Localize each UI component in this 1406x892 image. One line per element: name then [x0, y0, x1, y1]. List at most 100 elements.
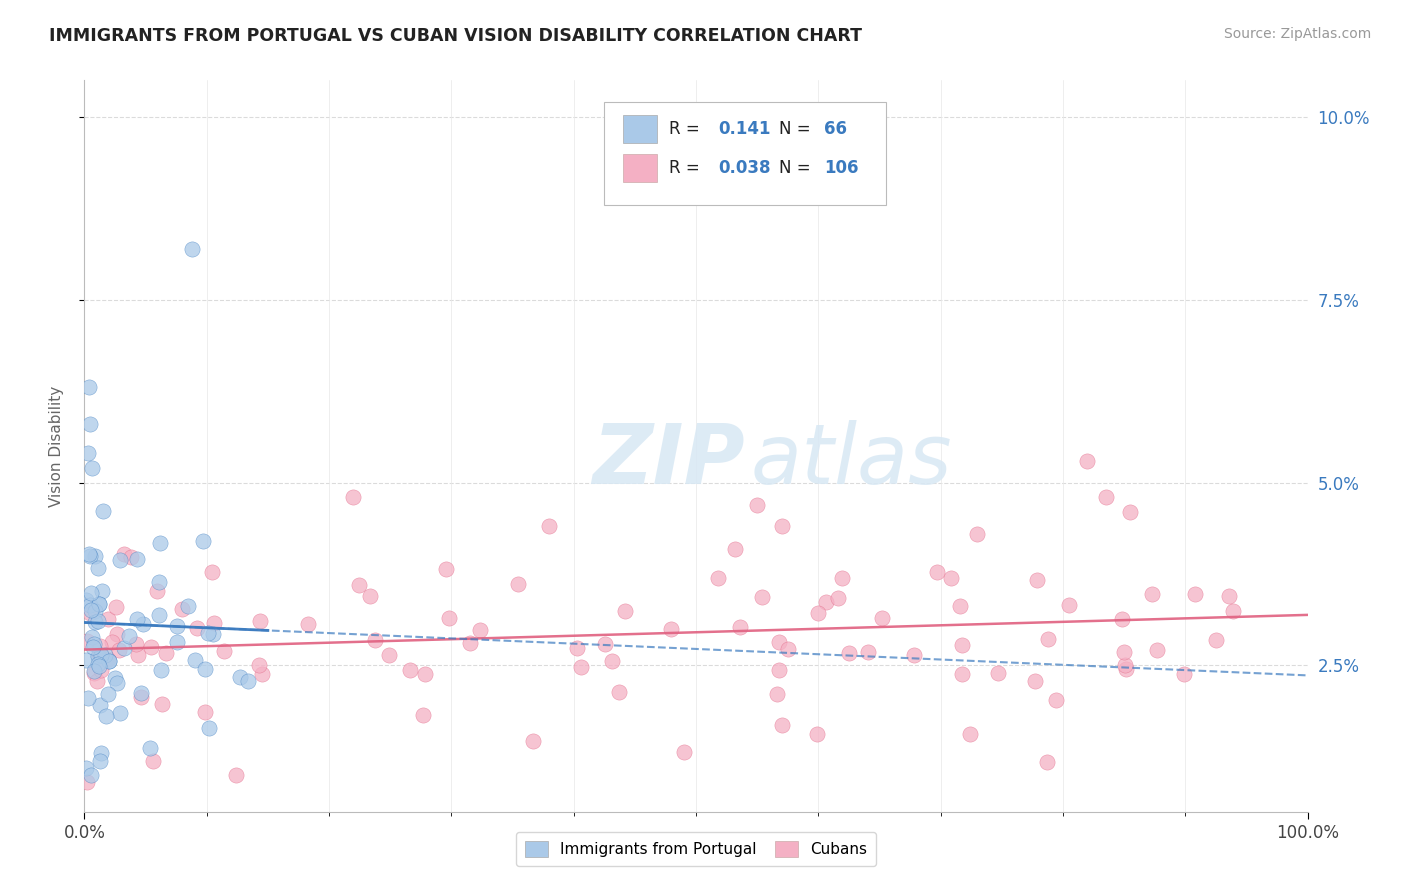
Point [193, 534, 215, 549]
Point [83, 664, 105, 678]
Point [378, 648, 401, 662]
Y-axis label: Vision Disability: Vision Disability [49, 385, 63, 507]
Text: R =: R = [669, 120, 704, 138]
Text: ZIP: ZIP [592, 420, 745, 501]
Point [468, 624, 491, 638]
Point [1059, 598, 1081, 612]
Point [201, 627, 224, 641]
Point [1142, 587, 1164, 601]
Point [84, 549, 107, 563]
Point [127, 552, 149, 566]
Point [751, 591, 773, 605]
Point [987, 665, 1010, 680]
Point [150, 697, 173, 711]
Point [1112, 645, 1135, 659]
Point [181, 242, 204, 256]
Point [249, 614, 271, 628]
Point [238, 674, 260, 689]
Point [148, 574, 170, 589]
Point [97, 654, 120, 668]
Point [110, 553, 132, 567]
Point [186, 621, 208, 635]
Text: IMMIGRANTS FROM PORTUGAL VS CUBAN VISION DISABILITY CORRELATION CHART: IMMIGRANTS FROM PORTUGAL VS CUBAN VISION… [49, 27, 862, 45]
Point [1115, 662, 1137, 676]
Point [1222, 604, 1244, 618]
Point [89, 597, 111, 611]
Point [127, 612, 149, 626]
Point [148, 607, 170, 622]
Point [959, 727, 981, 741]
Point [76, 690, 98, 705]
FancyBboxPatch shape [605, 103, 886, 204]
Point [80, 461, 103, 475]
Point [76, 775, 98, 789]
Point [80, 768, 103, 782]
Point [77, 380, 100, 394]
Point [86, 657, 108, 671]
Point [108, 643, 131, 657]
Point [101, 635, 124, 649]
Point [89, 754, 111, 768]
Point [949, 599, 972, 613]
Point [1035, 755, 1057, 769]
Point [90, 663, 112, 677]
Point [827, 591, 849, 606]
Point [105, 599, 128, 614]
Point [83, 604, 105, 618]
Point [77, 446, 100, 460]
Point [118, 629, 141, 643]
Point [212, 644, 235, 658]
Point [600, 654, 623, 668]
Point [1036, 632, 1059, 646]
Point [870, 611, 893, 625]
Point [97, 612, 120, 626]
Text: N =: N = [779, 159, 815, 177]
Point [79, 606, 101, 620]
Point [806, 727, 828, 741]
Point [768, 635, 790, 649]
Point [229, 670, 252, 684]
Point [297, 617, 319, 632]
Point [522, 733, 544, 747]
Point [108, 706, 131, 720]
Point [364, 633, 387, 648]
Text: R =: R = [669, 159, 704, 177]
Point [194, 705, 217, 719]
Point [225, 768, 247, 782]
Point [927, 565, 949, 579]
Point [458, 636, 481, 650]
Point [399, 664, 422, 678]
Point [1076, 453, 1098, 467]
Point [538, 519, 561, 533]
Point [139, 740, 162, 755]
Point [342, 490, 364, 504]
Legend: Immigrants from Portugal, Cubans: Immigrants from Portugal, Cubans [516, 832, 876, 866]
Point [569, 660, 592, 674]
Point [412, 708, 434, 723]
Point [105, 676, 128, 690]
Point [90, 648, 112, 662]
Point [89, 639, 111, 653]
Point [1111, 612, 1133, 626]
Point [82, 640, 104, 654]
Point [613, 604, 636, 618]
Point [770, 519, 793, 533]
Point [76, 634, 98, 648]
Point [89, 698, 111, 712]
Bar [623, 115, 657, 144]
Text: atlas: atlas [751, 420, 953, 501]
Point [75, 593, 97, 607]
Point [75, 761, 97, 775]
Point [141, 640, 163, 654]
Point [778, 642, 800, 657]
Point [80, 585, 103, 599]
Point [941, 570, 963, 584]
Point [129, 690, 152, 704]
Point [166, 635, 188, 649]
Point [125, 637, 148, 651]
Point [247, 658, 270, 673]
Point [155, 647, 177, 661]
Point [807, 606, 830, 620]
Point [659, 622, 682, 636]
Point [250, 666, 273, 681]
